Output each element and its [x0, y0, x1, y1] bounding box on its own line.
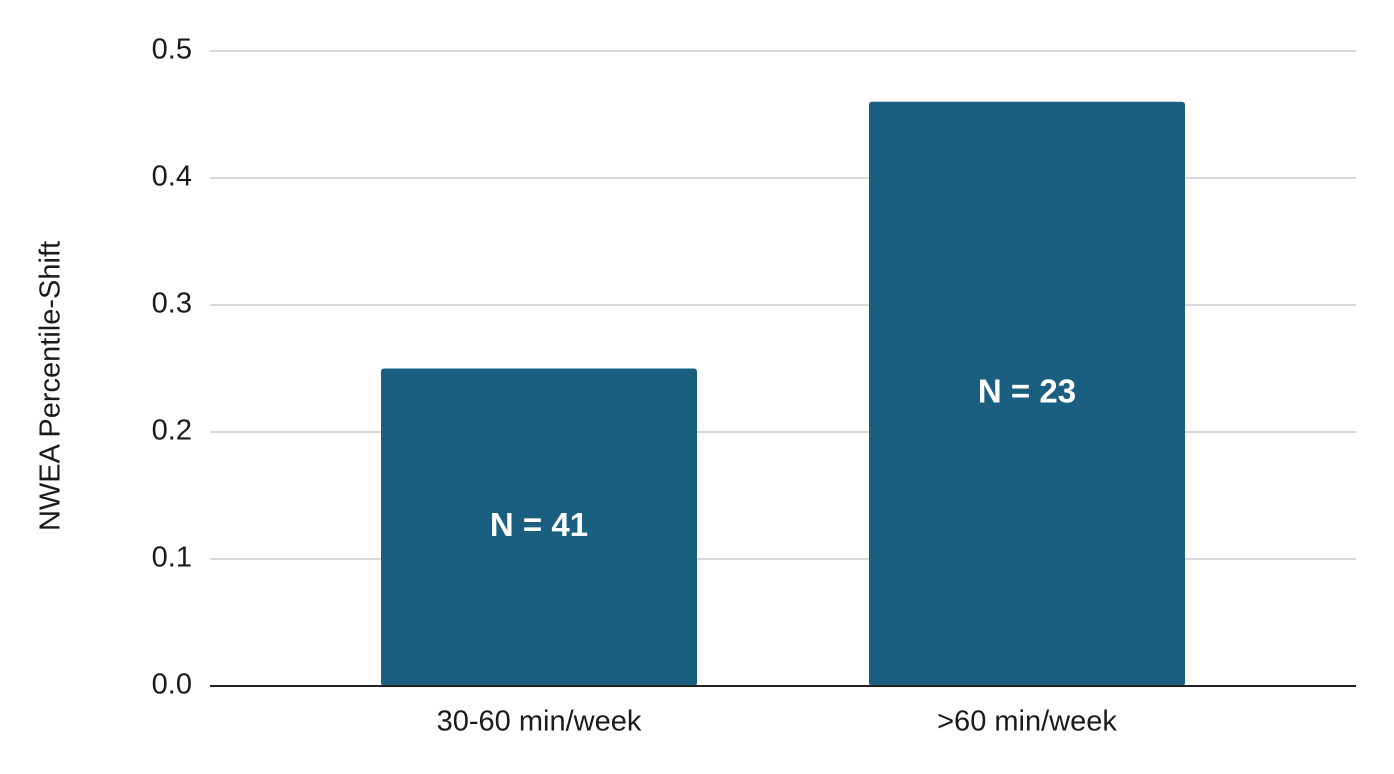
- y-tick-label: 0.5: [152, 34, 192, 66]
- bar: [869, 101, 1185, 687]
- y-tick-label: 0.3: [152, 288, 192, 320]
- x-tick-label: 30-60 min/week: [437, 706, 642, 738]
- y-axis-title: NWEA Percentile-Shift: [35, 241, 67, 531]
- y-tick-label: 0.1: [152, 542, 192, 574]
- bar: [381, 368, 697, 686]
- y-tick-label: 0.4: [152, 161, 192, 193]
- y-tick-label: 0.2: [152, 415, 192, 447]
- y-tick-label: 0.0: [152, 669, 192, 701]
- x-tick-label: >60 min/week: [937, 706, 1117, 738]
- bar-annotation: N = 23: [978, 373, 1076, 410]
- bar-annotation: N = 41: [490, 506, 588, 543]
